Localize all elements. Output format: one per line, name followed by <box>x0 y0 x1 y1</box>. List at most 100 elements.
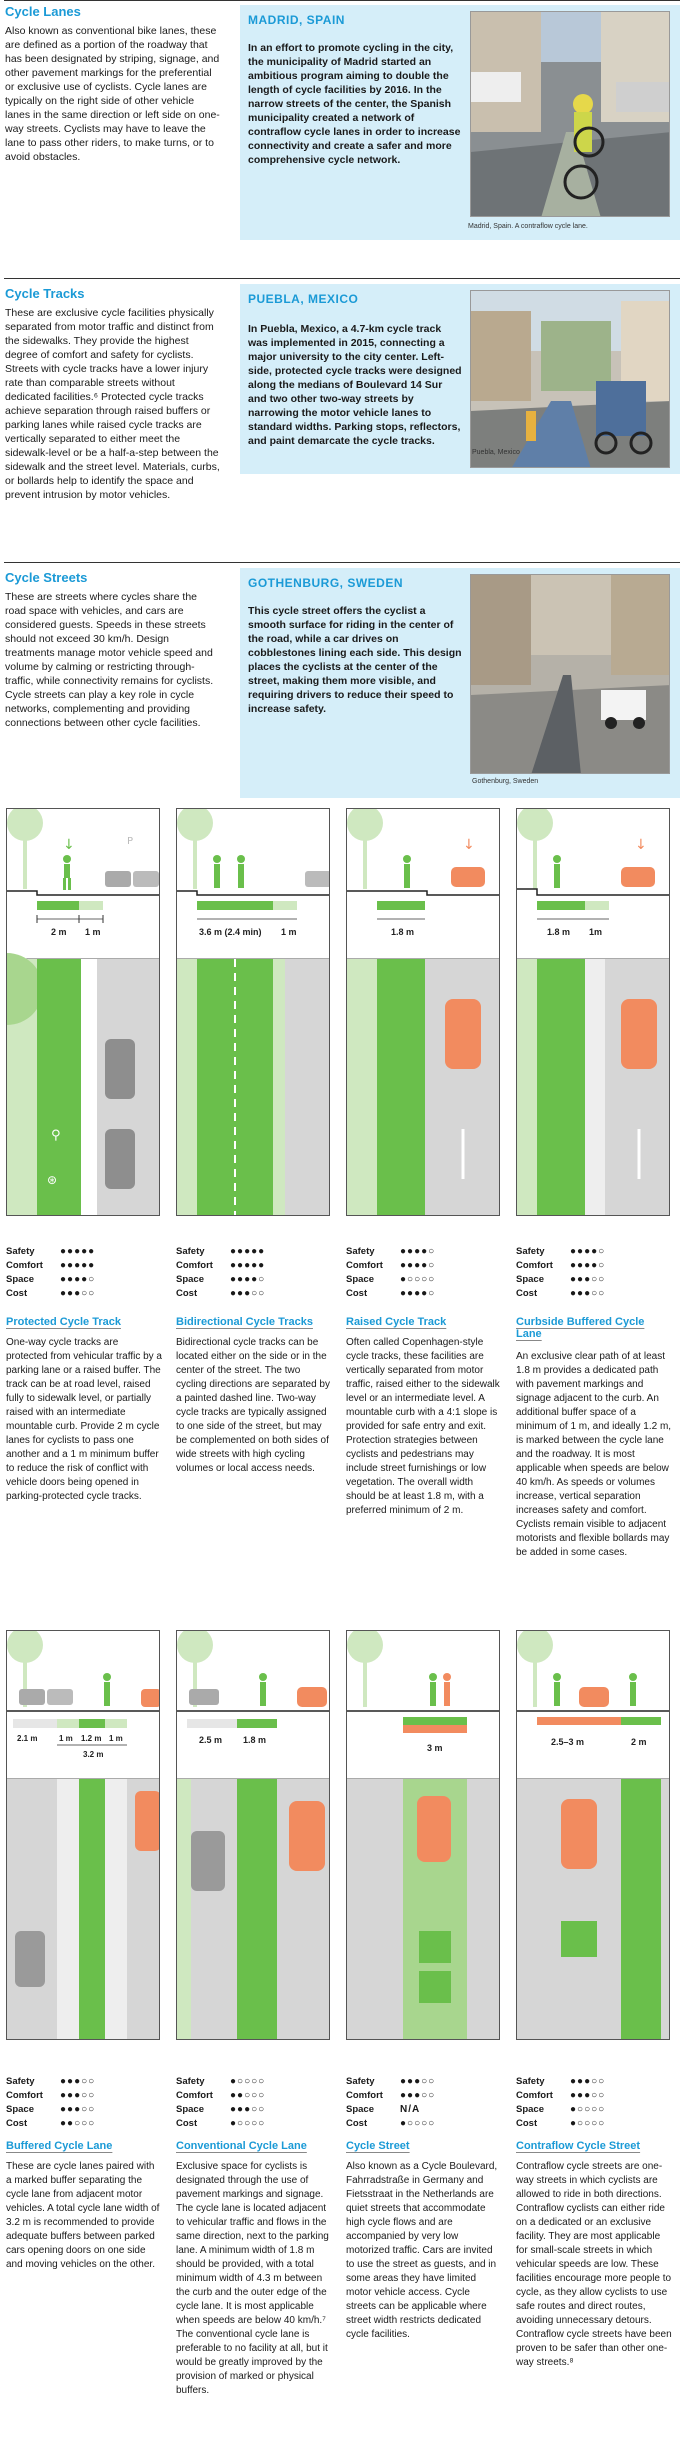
rating-dots: N/A <box>400 2103 421 2115</box>
dimension-label: 1 m <box>109 1734 123 1743</box>
dimension-label: 1.2 m <box>81 1734 101 1743</box>
facility-description: These are cycle lanes paired with a mark… <box>6 2161 160 2270</box>
rating-label: Space <box>346 1273 374 1285</box>
rating-dots: ●●●●○ <box>570 1245 606 1257</box>
case-study-puebla: PUEBLA, MEXICO In Puebla, Mexico, a 4.7-… <box>240 284 680 474</box>
ratings-contraflow-cycle-street: Safety ●●●○○ Comfort ●●●○○ Space ●○○○○ Cost… <box>516 2074 605 2130</box>
diagram-raised-cycle-track: ↓ 1.8 m <box>346 808 500 1216</box>
rating-dots: ●●●○○ <box>400 2075 436 2087</box>
ratings-raised-cycle-track: Safety ●●●●○ Comfort ●●●●○ Space ●○○○○ Cost… <box>346 1244 435 1300</box>
facility-description: Bidirectional cycle tracks can be locate… <box>176 1337 330 1474</box>
ratings-protected-cycle-track: Safety ●●●●● Comfort ●●●●● Space ●●●●○ Cost… <box>6 1244 95 1300</box>
section-divider <box>4 0 680 1</box>
photo-madrid <box>470 11 670 217</box>
facility-title: Bidirectional Cycle Tracks <box>176 1316 313 1328</box>
rating-label: Safety <box>346 1245 375 1257</box>
diagram-buffered-cycle-lane: 2.1 m 1 m 1.2 m 1 m 3.2 m <box>6 1630 160 2040</box>
diagram-conventional-cycle-lane: 2.5 m 1.8 m <box>176 1630 330 2040</box>
facility-description: Contraflow cycle streets are one-way str… <box>516 2161 672 2368</box>
rating-dots: ●●●●● <box>60 1259 96 1271</box>
rating-dots: ●●○○○ <box>60 2117 96 2129</box>
rating-dots: ●●●○○ <box>60 1287 96 1299</box>
rating-dots: ●●●●○ <box>400 1245 436 1257</box>
svg-text:⚲: ⚲ <box>51 1128 61 1143</box>
rating-dots: ●●●●○ <box>230 1273 266 1285</box>
section-title-cycle-lanes: Cycle Lanes <box>5 4 81 19</box>
rating-dots: ●○○○○ <box>570 2103 606 2115</box>
dimension-label: 1 m <box>281 927 297 937</box>
section-divider <box>4 562 680 563</box>
rating-label: Cost <box>346 2117 368 2129</box>
rating-label: Cost <box>176 2117 198 2129</box>
rating-dots: ●●●●● <box>230 1259 266 1271</box>
facility-description: Exclusive space for cyclists is designat… <box>176 2161 329 2396</box>
case-study-gothenburg: GOTHENBURG, SWEDEN This cycle street off… <box>240 568 680 798</box>
rating-label: Safety <box>176 1245 205 1257</box>
svg-text:↓: ↓ <box>463 837 475 853</box>
ratings-cycle-street: Safety ●●●○○ Comfort ●●●○○ Space N/A Cost ●○… <box>346 2074 435 2130</box>
rating-dots: ●○○○○ <box>400 2117 436 2129</box>
ratings-curbside-buffered-cycle-lane: Safety ●●●●○ Comfort ●●●●○ Space ●●●○○ Cost… <box>516 1244 605 1300</box>
rating-dots: ●●●○○ <box>60 2075 96 2087</box>
rating-dots: ●●●●● <box>60 1245 96 1257</box>
dimension-label: 3 m <box>427 1743 443 1753</box>
dimension-label: 3.6 m (2.4 min) <box>199 927 262 937</box>
photo-caption: Puebla, Mexico <box>472 449 520 456</box>
facility-title: Protected Cycle Track <box>6 1316 121 1328</box>
dimension-label: 2.5 m <box>199 1735 222 1745</box>
rating-dots: ●●●○○ <box>570 2089 606 2101</box>
facility-description: One-way cycle tracks are protected from … <box>6 1337 162 1502</box>
rating-label: Cost <box>6 2117 28 2129</box>
rating-label: Comfort <box>176 2089 213 2101</box>
dimension-label: 1 m <box>85 927 101 937</box>
ratings-conventional-cycle-lane: Safety ●○○○○ Comfort ●●○○○ Space ●●●○○ Cost… <box>176 2074 265 2130</box>
case-title: GOTHENBURG, SWEDEN <box>248 576 404 590</box>
photo-caption: Gothenburg, Sweden <box>472 778 539 785</box>
svg-text:⊛: ⊛ <box>47 1173 57 1187</box>
section-title-cycle-tracks: Cycle Tracks <box>5 286 85 301</box>
rating-label: Cost <box>516 2117 538 2129</box>
dimension-label: 1.8 m <box>547 927 570 937</box>
section-title-cycle-streets: Cycle Streets <box>5 570 88 585</box>
case-title: MADRID, SPAIN <box>248 13 345 27</box>
facility-title: Curbside Buffered Cycle Lane <box>516 1316 645 1340</box>
facility-title: Conventional Cycle Lane <box>176 2140 307 2152</box>
rating-dots: ●●●○○ <box>570 1273 606 1285</box>
rating-label: Space <box>176 2103 204 2115</box>
facility-description: An exclusive clear path of at least 1.8 … <box>516 1351 672 1558</box>
rating-label: Comfort <box>176 1259 213 1271</box>
case-text: In an effort to promote cycling in the c… <box>248 42 461 166</box>
rating-dots: ●●●○○ <box>400 2089 436 2101</box>
rating-label: Space <box>6 1273 34 1285</box>
rating-label: Space <box>346 2103 374 2115</box>
rating-label: Safety <box>6 2075 35 2087</box>
rating-dots: ●○○○○ <box>230 2075 266 2087</box>
rating-label: Safety <box>516 1245 545 1257</box>
rating-label: Safety <box>176 2075 205 2087</box>
dimension-label: 1.8 m <box>391 927 414 937</box>
rating-label: Space <box>176 1273 204 1285</box>
rating-dots: ●●●○○ <box>60 2103 96 2115</box>
facility-title: Raised Cycle Track <box>346 1316 447 1328</box>
dimension-label: 2 m <box>51 927 67 937</box>
rating-label: Comfort <box>346 2089 383 2101</box>
rating-label: Cost <box>346 1287 368 1299</box>
facility-title: Cycle Street <box>346 2140 410 2152</box>
svg-text:↓: ↓ <box>635 837 647 853</box>
rating-dots: ●○○○○ <box>230 2117 266 2129</box>
rating-dots: ●●●●○ <box>400 1259 436 1271</box>
rating-label: Space <box>516 1273 544 1285</box>
rating-label: Space <box>516 2103 544 2115</box>
section-body-cycle-tracks: These are exclusive cycle facilities phy… <box>5 307 220 501</box>
facility-title: Buffered Cycle Lane <box>6 2140 113 2152</box>
case-text: In Puebla, Mexico, a 4.7-km cycle track … <box>248 323 462 447</box>
rating-label: Comfort <box>6 1259 43 1271</box>
rating-label: Safety <box>6 1245 35 1257</box>
rating-dots: ●●●●○ <box>60 1273 96 1285</box>
case-title: PUEBLA, MEXICO <box>248 292 359 306</box>
rating-label: Safety <box>516 2075 545 2087</box>
diagram-cycle-street: 3 m <box>346 1630 500 2040</box>
dimension-label: 2.1 m <box>17 1734 37 1743</box>
diagram-contraflow-cycle-street: 2.5–3 m 2 m <box>516 1630 670 2040</box>
rating-label: Cost <box>6 1287 28 1299</box>
